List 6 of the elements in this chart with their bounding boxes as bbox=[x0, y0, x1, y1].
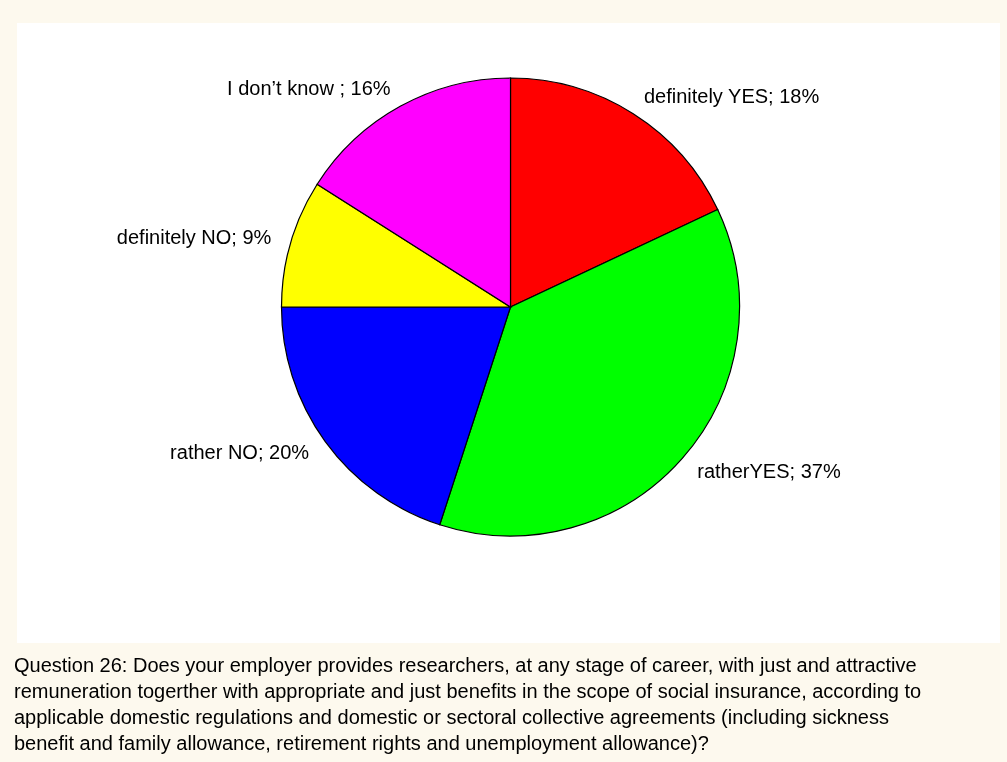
slice-label: definitely NO; 9% bbox=[116, 225, 272, 248]
slice-label: rather NO; 20% bbox=[170, 441, 310, 464]
text: Question 26: Does your employer provides researchers, at any stage of career, with just and attractive remuneration togerther with appropriate and just benefits in the scope of social insurance, according to applicable domestic regulations and domestic or sectoral collective agreements (including sickness benefit and family allowance, retirement rights and unemployment allowance)? bbox=[14, 654, 922, 754]
slice-label: definitely YES; 18% bbox=[643, 84, 820, 107]
slice-label: ratherYES; 37% bbox=[697, 459, 841, 482]
slice-label: I don’t know ; 16% bbox=[227, 76, 391, 99]
